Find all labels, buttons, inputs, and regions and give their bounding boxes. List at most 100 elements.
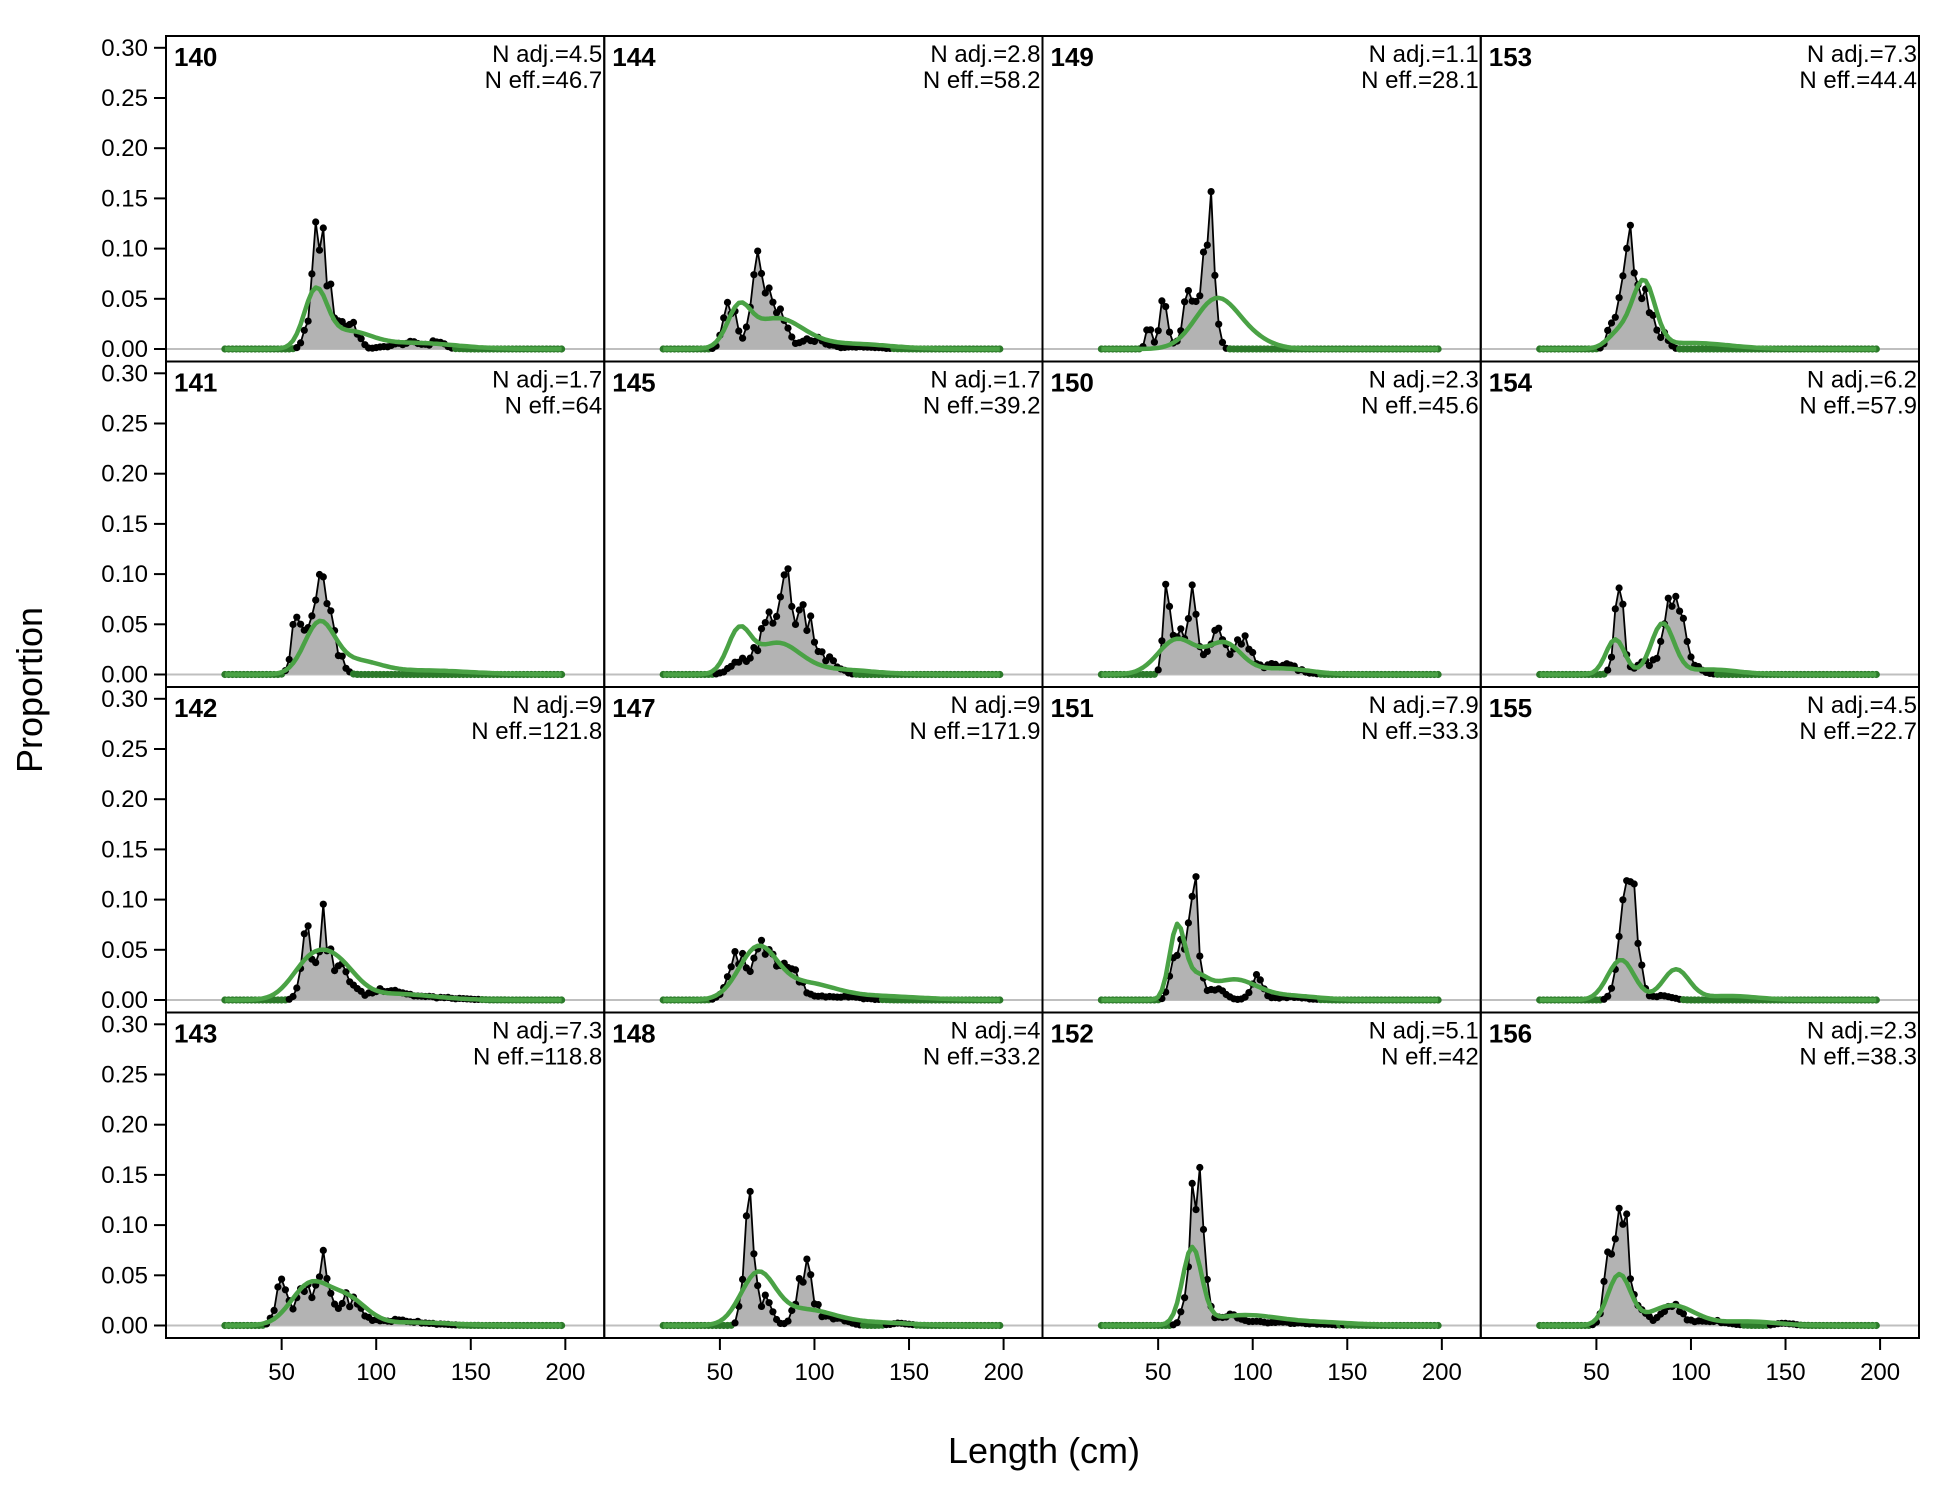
n-adj-label: N adj.=4.5 (1807, 692, 1917, 719)
x-tick-label: 100 (794, 1359, 834, 1386)
observed-line (1101, 876, 1439, 1001)
expected-line (1101, 636, 1439, 677)
observed-area (224, 222, 562, 349)
observed-point (784, 565, 792, 573)
observed-point (1241, 632, 1249, 640)
observed-point (323, 600, 331, 608)
observed-point (1173, 951, 1181, 960)
observed-point (1184, 615, 1192, 623)
observed-point (803, 1255, 811, 1263)
expected-line (1101, 295, 1439, 352)
observed-line (1539, 225, 1877, 350)
observed-points (659, 1187, 1004, 1330)
observed-point (1668, 602, 1676, 610)
panel-label: 143 (174, 1019, 217, 1049)
observed-point (1154, 666, 1162, 674)
observed-point (1154, 327, 1162, 335)
observed-area (1539, 225, 1877, 349)
panel-147: 147 N adj.=9N eff.=171.9 (603, 686, 1044, 1014)
observed-area (224, 1250, 562, 1326)
observed-point (1615, 1204, 1623, 1212)
x-tick-label: 200 (1422, 1359, 1462, 1386)
n-eff-label: N eff.=42 (1381, 1044, 1479, 1071)
panel-label: 151 (1051, 693, 1094, 723)
observed-point (769, 1308, 777, 1316)
observed-point (1192, 1206, 1200, 1214)
observed-point (1147, 326, 1155, 334)
observed-point (1615, 294, 1623, 302)
observed-point (746, 1187, 754, 1196)
n-adj-label: N adj.=1.7 (492, 367, 602, 394)
panel-label: 150 (1051, 368, 1094, 398)
observed-points (1536, 1204, 1880, 1330)
panel-label: 144 (612, 42, 656, 72)
panel-153: 153 N adj.=7.3N eff.=44.4 (1479, 35, 1920, 363)
observed-points (221, 900, 566, 1004)
y-tick-label: 0.00 (101, 1313, 148, 1340)
observed-point (1203, 241, 1211, 249)
observed-point (1638, 295, 1646, 303)
observed-point (304, 922, 312, 930)
observed-point (720, 314, 728, 322)
y-tick-label: 0.20 (101, 786, 148, 813)
y-tick-label: 0.15 (101, 511, 148, 538)
observed-point (1679, 614, 1687, 623)
panel-144: 144 N adj.=2.8N eff.=58.2 (603, 35, 1044, 363)
n-adj-label: N adj.=6.2 (1807, 367, 1917, 394)
observed-point (1199, 248, 1208, 256)
observed-area (224, 574, 562, 675)
panel-150: 150 N adj.=2.3N eff.=45.6 (1041, 360, 1482, 688)
observed-point (1611, 313, 1619, 321)
observed-point (765, 1299, 773, 1307)
observed-point (1165, 602, 1174, 611)
observed-point (289, 1305, 297, 1313)
panel-label: 153 (1489, 42, 1532, 72)
panel-frame (1479, 1011, 1920, 1339)
observed-point (1199, 1225, 1208, 1234)
y-tick-label: 0.00 (101, 336, 148, 363)
observed-point (1181, 298, 1189, 306)
expected-line (1539, 1271, 1877, 1328)
n-eff-label: N eff.=33.2 (923, 1044, 1041, 1071)
observed-point (1604, 666, 1612, 674)
x-tick-label: 150 (451, 1359, 491, 1386)
expected-line (663, 300, 1000, 352)
observed-point (754, 647, 762, 655)
y-tick-label: 0.05 (101, 286, 148, 313)
observed-point (739, 334, 747, 342)
observed-point (1165, 328, 1174, 336)
panel-label: 152 (1051, 1019, 1094, 1049)
x-tick-label: 100 (1671, 1359, 1711, 1386)
observed-point (278, 1275, 286, 1283)
observed-point (784, 324, 792, 332)
observed-point (829, 657, 838, 665)
y-tick-label: 0.10 (101, 887, 148, 914)
observed-point (1611, 1235, 1619, 1243)
y-tick-label: 0.05 (101, 1262, 148, 1289)
observed-point (308, 612, 316, 620)
panel-142: 142 N adj.=9N eff.=121.8 (165, 686, 606, 1014)
y-tick-label: 0.10 (101, 236, 148, 263)
observed-point (270, 1306, 278, 1314)
observed-point (1215, 320, 1223, 328)
observed-line (663, 937, 1000, 1001)
observed-points (221, 218, 566, 353)
observed-point (1192, 610, 1200, 618)
observed-point (776, 305, 785, 313)
observed-point (1664, 594, 1672, 602)
observed-point (723, 973, 732, 981)
panel-label: 140 (174, 42, 217, 72)
panel-145: 145 N adj.=1.7N eff.=39.2 (603, 360, 1044, 688)
observed-points (1097, 1163, 1442, 1330)
observed-point (1177, 625, 1185, 633)
x-tick-label: 50 (268, 1359, 295, 1386)
observed-point (761, 619, 769, 627)
y-tick-label: 0.30 (101, 1011, 148, 1038)
panel-152: 152 N adj.=5.1N eff.=42 (1041, 1011, 1482, 1339)
observed-area (663, 1191, 1000, 1326)
observed-line (663, 250, 1000, 350)
observed-line (663, 1191, 1000, 1327)
observed-point (1604, 992, 1612, 1000)
observed-point (312, 959, 320, 967)
observed-line (1539, 1208, 1877, 1327)
